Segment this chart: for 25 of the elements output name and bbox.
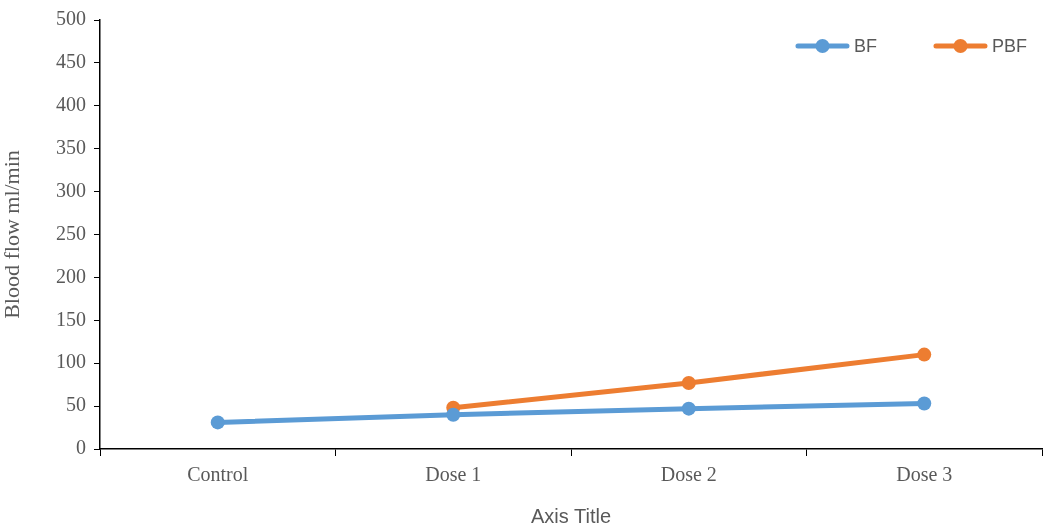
y-tick-label: 400	[56, 93, 86, 116]
x-tick-label: Dose 1	[425, 463, 482, 486]
point	[681, 401, 696, 416]
legend-label: BF	[853, 35, 878, 56]
y-tick-label: 50	[66, 393, 86, 416]
y-tick-label: 500	[56, 7, 86, 30]
y-tick-label: 250	[56, 221, 86, 244]
y-tick-label: 300	[56, 178, 86, 201]
y-tick-label: 450	[56, 50, 86, 73]
point	[917, 396, 932, 411]
point	[917, 347, 932, 362]
y-tick-label: 0	[76, 436, 86, 459]
y-tick-label: 200	[56, 264, 86, 287]
x-tick-label: Control	[187, 463, 249, 486]
x-tick-label: Dose 3	[896, 463, 953, 486]
y-tick-label: 150	[56, 307, 86, 330]
point	[681, 375, 696, 390]
y-axis-title: Blood flow ml/min	[0, 150, 24, 319]
x-tick-label: Dose 2	[660, 463, 717, 486]
point	[446, 407, 461, 422]
legend-label: PBF	[991, 35, 1028, 56]
y-tick-label: 100	[56, 350, 86, 373]
y-tick-label: 350	[56, 135, 86, 158]
point	[210, 415, 225, 430]
x-axis-title: Axis Title	[530, 504, 612, 527]
